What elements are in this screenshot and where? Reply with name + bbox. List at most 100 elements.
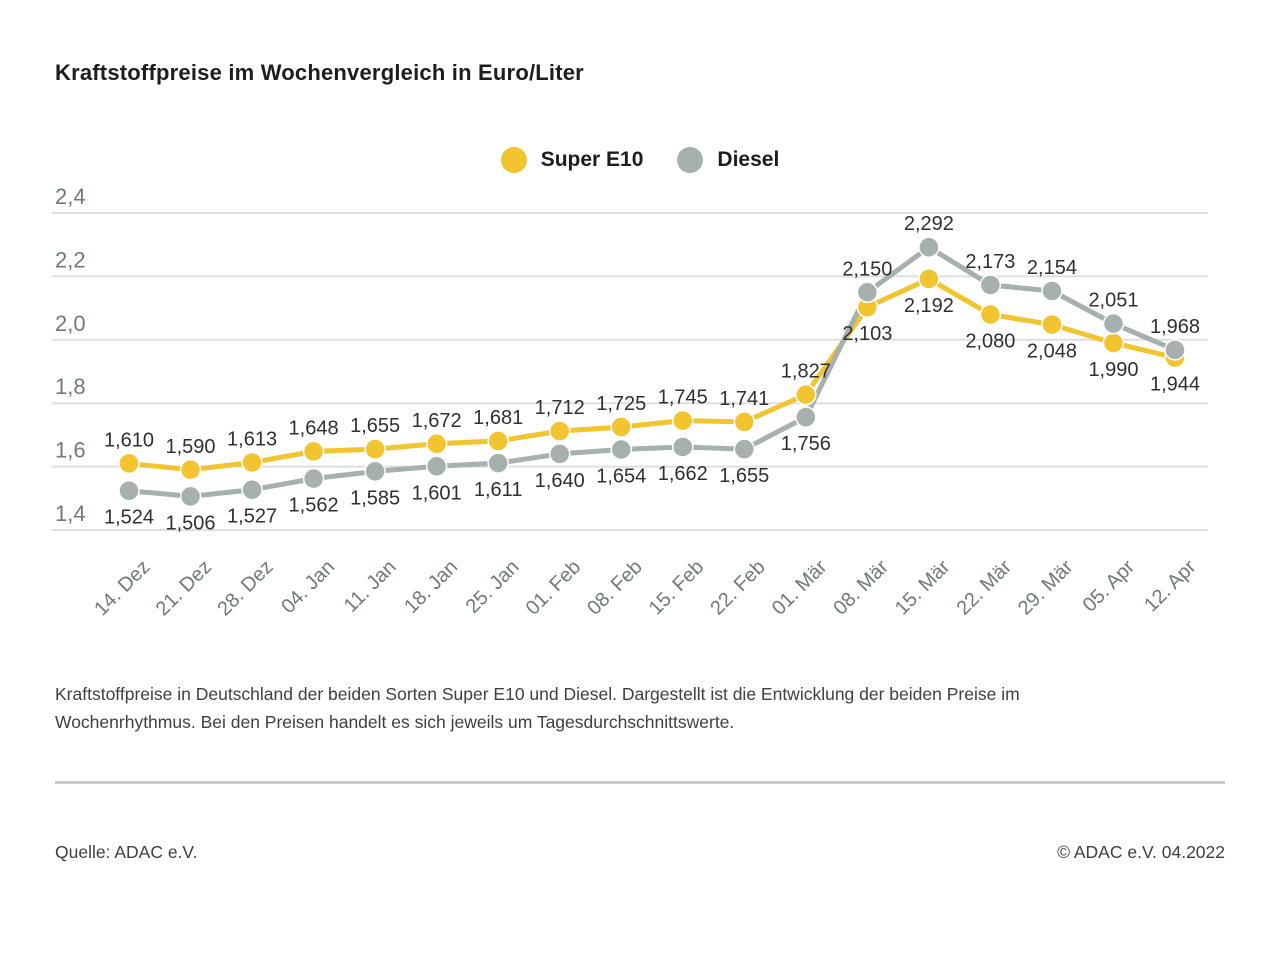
data-point-super-e10: [302, 440, 325, 463]
x-tick-label: 18. Jan: [400, 556, 462, 618]
data-label-super-e10: 1,648: [289, 417, 339, 439]
data-label-super-e10: 2,192: [904, 295, 954, 317]
data-label-super-e10: 1,610: [104, 429, 154, 451]
legend-item-super-e10: Super E10: [500, 147, 643, 173]
data-label-super-e10: 1,944: [1150, 374, 1200, 396]
x-tick-label: 29. Mär: [1014, 556, 1078, 620]
data-point-super-e10: [610, 416, 632, 438]
y-tick-label: 2,2: [55, 247, 86, 272]
data-point-diesel: [672, 436, 694, 458]
data-point-diesel: [179, 485, 202, 508]
copyright-text: © ADAC e.V. 04.2022: [1057, 842, 1225, 862]
x-tick-label: 11. Jan: [340, 556, 401, 617]
legend-item-diesel: Diesel: [677, 147, 779, 173]
data-point-super-e10: [733, 411, 756, 433]
data-label-diesel: 1,524: [104, 507, 154, 529]
data-label-diesel: 2,292: [904, 213, 954, 235]
data-point-diesel: [241, 478, 263, 501]
data-label-super-e10: 1,827: [781, 361, 831, 383]
x-tick-label: 05. Apr: [1079, 556, 1140, 617]
legend-dot-super-e10-icon: [500, 147, 527, 173]
x-tick-label: 04. Jan: [277, 556, 339, 618]
data-point-diesel: [1041, 280, 1063, 302]
data-point-diesel: [1164, 339, 1186, 361]
x-tick-label: 08. Feb: [583, 556, 647, 620]
source-text: Quelle: ADAC e.V.: [55, 842, 198, 862]
data-point-super-e10: [179, 459, 202, 481]
data-point-diesel: [918, 236, 940, 258]
data-point-diesel: [1102, 312, 1125, 335]
x-tick-label: 21. Dez: [152, 556, 216, 620]
data-label-diesel: 2,051: [1088, 290, 1138, 312]
legend-label-diesel: Diesel: [717, 148, 780, 171]
data-label-diesel: 1,506: [165, 512, 215, 534]
caption: Kraftstoffpreise in Deutschland der beid…: [55, 680, 1185, 737]
data-point-super-e10: [364, 438, 386, 460]
y-tick-label: 1,4: [55, 501, 86, 526]
x-tick-label: 22. Mär: [952, 556, 1016, 620]
footer: Quelle: ADAC e.V. © ADAC e.V. 04.2022: [55, 842, 1225, 863]
data-point-diesel: [487, 452, 509, 474]
series-line-diesel: [126, 244, 1178, 499]
x-tick-label: 01. Feb: [522, 556, 586, 620]
data-point-diesel: [548, 443, 571, 465]
x-tick-label: 28. Dez: [213, 556, 277, 620]
x-tick-label: 14. Dez: [90, 556, 154, 620]
data-point-super-e10: [487, 430, 509, 452]
data-point-super-e10: [1041, 313, 1063, 336]
data-point-diesel: [302, 467, 325, 490]
data-label-super-e10: 1,745: [658, 387, 708, 409]
data-point-diesel: [733, 438, 756, 460]
data-label-diesel: 2,150: [842, 258, 892, 280]
data-point-super-e10: [672, 409, 694, 432]
data-point-super-e10: [118, 452, 140, 475]
data-label-super-e10: 1,741: [719, 388, 769, 410]
legend-dot-diesel-icon: [677, 147, 704, 173]
data-point-super-e10: [425, 433, 448, 455]
data-label-super-e10: 1,655: [350, 415, 400, 437]
x-tick-label: 15. Mär: [891, 556, 955, 620]
data-label-diesel: 2,173: [965, 251, 1015, 273]
data-label-diesel: 1,655: [719, 465, 769, 487]
y-tick-label: 1,6: [55, 438, 86, 463]
data-point-diesel: [364, 460, 386, 483]
x-tick-label: 15. Feb: [645, 556, 709, 620]
data-label-super-e10: 1,672: [412, 410, 462, 432]
chart-legend: Super E10 Diesel: [0, 147, 1280, 173]
data-label-super-e10: 1,590: [165, 436, 215, 458]
y-tick-label: 2,4: [55, 184, 86, 209]
data-label-diesel: 1,756: [781, 433, 831, 455]
data-point-super-e10: [548, 420, 571, 442]
data-point-super-e10: [241, 451, 263, 474]
data-point-diesel: [118, 479, 140, 502]
x-tick-label: 12. Apr: [1140, 556, 1201, 617]
data-point-super-e10: [918, 268, 940, 290]
data-label-super-e10: 2,080: [965, 330, 1015, 352]
y-tick-label: 2,0: [55, 311, 86, 336]
data-label-diesel: 1,527: [227, 506, 277, 528]
data-point-diesel: [979, 274, 1002, 296]
y-tick-label: 1,8: [55, 374, 86, 399]
data-point-diesel: [795, 406, 817, 428]
x-tick-label: 25. Jan: [462, 556, 524, 618]
data-label-super-e10: 1,613: [227, 428, 277, 450]
data-point-diesel: [856, 281, 879, 303]
data-label-diesel: 1,968: [1150, 316, 1200, 338]
chart-title: Kraftstoffpreise im Wochenvergleich in E…: [55, 60, 584, 85]
data-label-diesel: 1,585: [350, 487, 400, 509]
series-line-super-e10: [126, 276, 1178, 473]
data-label-diesel: 1,654: [596, 465, 646, 487]
data-label-diesel: 1,601: [412, 482, 462, 504]
x-tick-label: 08. Mär: [829, 556, 893, 620]
x-tick-label: 22. Feb: [706, 556, 770, 620]
x-tick-label: 01. Mär: [768, 556, 832, 620]
data-point-super-e10: [1102, 332, 1125, 354]
caption-line-2: Wochenrhythmus. Bei den Preisen handelt …: [55, 712, 735, 733]
data-point-super-e10: [979, 303, 1002, 326]
caption-line-1: Kraftstoffpreise in Deutschland der beid…: [55, 684, 1020, 704]
footer-divider: [55, 781, 1225, 784]
data-label-super-e10: 1,712: [535, 397, 585, 419]
data-label-diesel: 2,154: [1027, 257, 1077, 279]
